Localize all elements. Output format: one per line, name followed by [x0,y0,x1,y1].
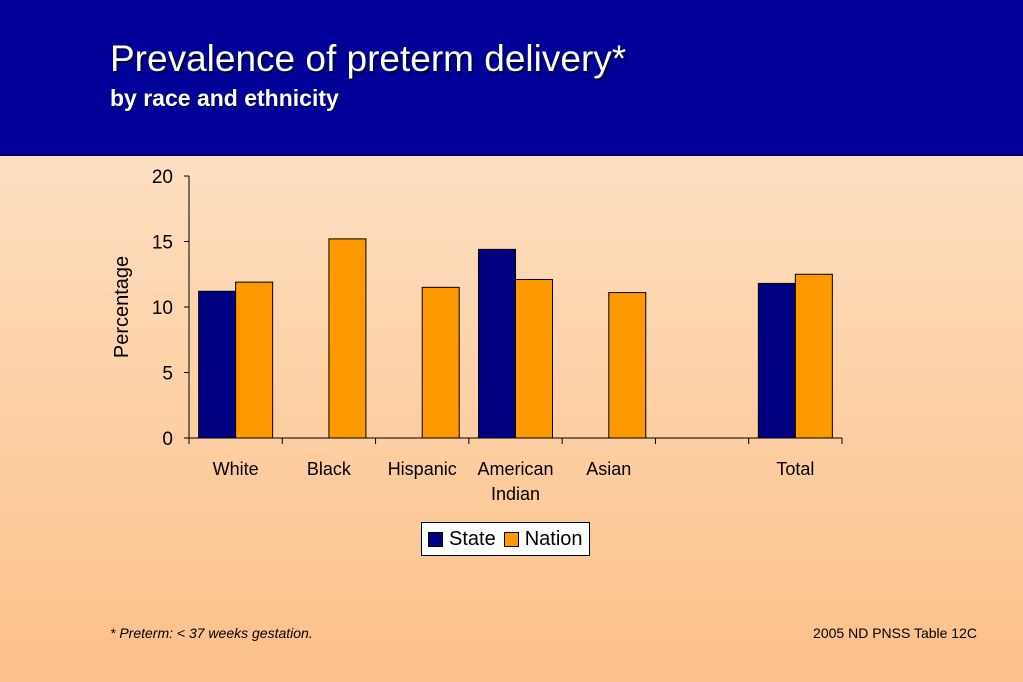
footnote: * Preterm: < 37 weeks gestation. [110,625,313,641]
x-tick-label-1-0: Black [307,459,352,479]
y-tick-label-0: 0 [162,429,173,450]
y-tick-label-15: 15 [152,233,173,254]
legend-swatch-nation [503,531,519,547]
source-note: 2005 ND PNSS Table 12C [813,625,977,641]
bar-nation-3 [515,278,553,439]
x-tick-label-0-0: White [213,459,259,479]
bar-nation-4 [608,292,647,439]
legend-entry-state: State [428,528,496,551]
bar-nation-2 [421,286,460,439]
bar-nation-0 [235,281,274,439]
legend-label-state: State [449,527,496,550]
chart-legend: State Nation [421,522,590,556]
y-axis-label: Percentage [111,256,133,358]
chart-title: Prevalence of preterm delivery* [110,38,627,79]
bar-state-3 [478,248,516,439]
bar-state-6 [757,282,796,439]
chart-subtitle: by race and ethnicity [110,85,339,111]
x-tick-label-4-0: Asian [586,459,631,479]
y-tick-label-5: 5 [162,364,173,385]
x-tick-label-6-0: Total [776,459,814,479]
bar-nation-1 [328,238,367,439]
x-tick-label-3-1: Indian [491,484,540,504]
y-tick-label-10: 10 [152,298,173,319]
legend-label-nation: Nation [524,527,583,550]
bar-nation-6 [794,273,833,439]
legend-swatch-state [428,531,443,547]
legend-entry-nation: Nation [503,527,583,551]
x-tick-label-2-0: Hispanic [388,459,457,479]
title-banner: Prevalence of preterm delivery* by race … [0,0,1023,156]
bar-state-0 [198,290,237,439]
x-tick-label-3-0: American [477,459,553,479]
y-tick-label-20: 20 [152,167,173,188]
